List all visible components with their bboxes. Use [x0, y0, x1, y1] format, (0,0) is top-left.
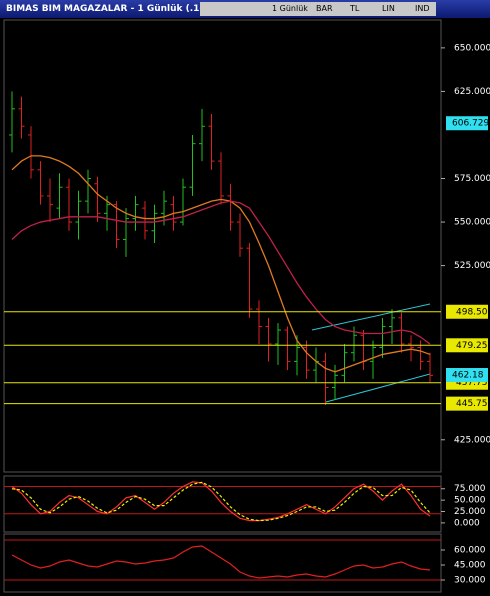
price-label: 606.729	[452, 119, 489, 129]
level-label: 479.25	[456, 341, 488, 351]
y-tick-label: 525.000	[454, 261, 490, 271]
level-label-box	[446, 338, 488, 353]
y-tick-label: 60.000	[454, 546, 486, 556]
y-tick-label: 30.000	[454, 576, 486, 586]
indicator-line	[11, 545, 431, 579]
y-tick-label: 575.000	[454, 174, 490, 184]
level-label-box	[446, 304, 488, 319]
y-tick-label: 50.000	[454, 496, 486, 506]
toolbar-button[interactable]: BAR	[316, 4, 333, 13]
toolbar-button[interactable]: TL	[350, 4, 360, 13]
toolbar-button[interactable]: IND	[415, 4, 430, 13]
y-tick-label: 75.000	[454, 484, 486, 494]
level-label: 498.50	[456, 307, 488, 317]
toolbar-button[interactable]: 1 Günlük	[272, 4, 308, 13]
y-tick-label: 550.000	[454, 218, 490, 228]
level-label: 457.75	[456, 378, 488, 388]
trend-line	[325, 373, 431, 403]
y-tick-label: 25.000	[454, 507, 486, 517]
y-tick-label: 625.000	[454, 87, 490, 97]
price-label-box	[446, 116, 488, 131]
moving-average	[11, 200, 431, 345]
indicator-line	[11, 481, 431, 522]
stoch-panel	[3, 475, 442, 533]
window-title: BIMAS BIM MAGAZALAR - 1 Günlük (.1d)	[6, 4, 210, 14]
y-tick-label: 45.000	[454, 561, 486, 571]
y-tick-label: 650.000	[454, 43, 490, 53]
rsi-panel	[3, 533, 442, 593]
toolbar-button[interactable]: LIN	[382, 4, 395, 13]
y-tick-label: 425.000	[454, 435, 490, 445]
level-label: 445.75	[456, 399, 488, 409]
y-tick-label: 0.000	[454, 518, 480, 528]
price-label: 462.18	[452, 371, 484, 381]
main-panel	[3, 19, 442, 473]
price-label-box	[446, 368, 488, 383]
title-bar: BIMAS BIM MAGAZALAR - 1 Günlük (.1d) 1 G…	[0, 0, 490, 18]
level-label-box	[446, 396, 488, 411]
toolbar	[200, 2, 436, 16]
moving-average	[11, 155, 431, 373]
indicator-line	[11, 481, 431, 522]
chart-area: 425.000 525.000 550.000 575.000 625.000 650.0…	[3, 19, 490, 593]
trend-line	[311, 303, 431, 331]
